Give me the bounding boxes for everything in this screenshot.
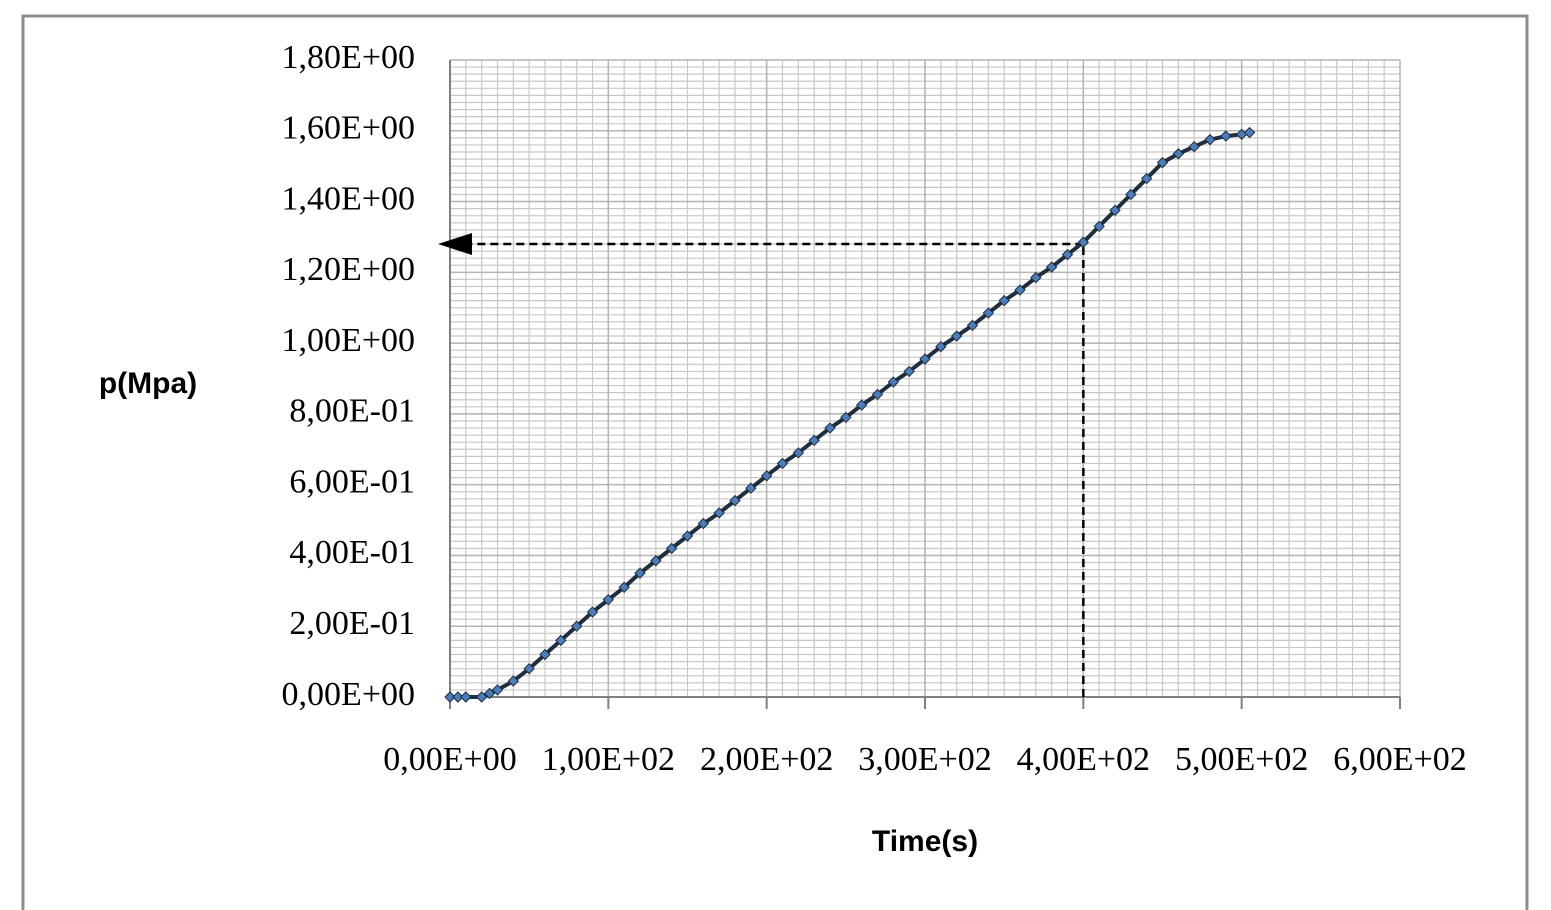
y-tick-label: 0,00E+00 (282, 676, 415, 713)
grid (449, 59, 1401, 698)
data-point (1014, 284, 1026, 296)
y-tick-label: 1,00E+00 (282, 322, 415, 359)
data-point (792, 447, 805, 459)
data-point (808, 434, 820, 447)
y-tick-label: 1,80E+00 (282, 39, 415, 76)
data-point (1030, 271, 1042, 284)
data-point (444, 691, 456, 703)
data-point (713, 507, 725, 519)
x-tick-label: 2,00E+02 (700, 741, 833, 778)
data-point (602, 593, 615, 606)
data-point (483, 687, 496, 700)
x-axis-title: Time(s) (872, 825, 978, 858)
data-point (1125, 188, 1137, 201)
data-point (1077, 236, 1090, 248)
data-point (966, 319, 979, 332)
data-point (1172, 148, 1185, 160)
y-tick-label: 4,00E-01 (289, 534, 415, 571)
data-point (1156, 156, 1169, 169)
x-tick-label: 3,00E+02 (858, 741, 991, 778)
data-point (681, 530, 694, 542)
data-point (491, 684, 504, 696)
data-point (745, 482, 757, 494)
y-tick-label: 6,00E-01 (289, 463, 415, 500)
data-point (555, 634, 567, 647)
data-point (729, 494, 741, 507)
data-point (634, 567, 646, 579)
data-point (507, 675, 520, 687)
data-point (1243, 126, 1256, 139)
data-point (1204, 133, 1216, 146)
data-point (919, 353, 931, 365)
data-point (475, 691, 488, 703)
data-point (1140, 172, 1153, 185)
data-point (665, 542, 678, 555)
x-tick-label: 6,00E+02 (1333, 741, 1466, 778)
x-tick-label: 1,00E+02 (542, 741, 675, 778)
data-point (982, 307, 995, 319)
data-point (586, 606, 599, 618)
data-point (1061, 248, 1074, 261)
data-point (950, 330, 963, 342)
data-point (1188, 140, 1200, 153)
data-point (887, 376, 900, 388)
data-point (650, 555, 662, 567)
data-point (776, 457, 789, 470)
data-point (871, 388, 884, 401)
data-point (539, 648, 551, 661)
annotation-arrowhead (438, 233, 472, 256)
y-tick-label: 1,40E+00 (282, 180, 415, 217)
data-point (760, 470, 773, 482)
data-point (1093, 220, 1105, 233)
x-tick-label: 0,00E+00 (383, 741, 516, 778)
data-point (824, 422, 836, 434)
data-point (570, 620, 583, 632)
data-point (903, 365, 915, 378)
data-point (697, 517, 710, 530)
data-point (1109, 204, 1121, 217)
data-point (840, 411, 852, 424)
y-tick-label: 2,00E-01 (289, 605, 415, 642)
y-tick-label: 1,20E+00 (282, 251, 415, 288)
data-point (452, 691, 464, 703)
data-point (1045, 261, 1058, 273)
data-point (1220, 130, 1232, 142)
x-tick-label: 5,00E+02 (1175, 741, 1308, 778)
data-point (460, 691, 472, 703)
data-point (935, 340, 947, 353)
y-tick-label: 8,00E-01 (289, 393, 415, 430)
data-point (618, 581, 630, 594)
y-axis-title: p(Mpa) (99, 367, 197, 400)
x-tick-label: 4,00E+02 (1017, 741, 1150, 778)
data-point (998, 294, 1010, 307)
y-tick-label: 1,60E+00 (282, 110, 415, 147)
data-point (855, 399, 868, 411)
data-point (523, 662, 535, 675)
